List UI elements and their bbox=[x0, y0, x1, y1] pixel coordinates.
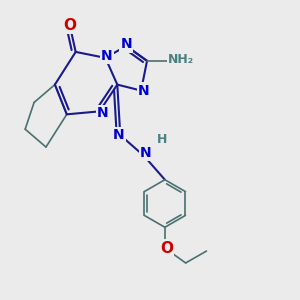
Text: N: N bbox=[120, 38, 132, 52]
Text: N: N bbox=[138, 84, 150, 98]
Text: N: N bbox=[101, 50, 113, 63]
Text: N: N bbox=[97, 106, 108, 120]
Text: O: O bbox=[160, 241, 173, 256]
Text: N: N bbox=[140, 146, 152, 160]
Text: H: H bbox=[157, 133, 167, 146]
Text: O: O bbox=[63, 18, 76, 33]
Text: NH₂: NH₂ bbox=[168, 53, 194, 66]
Text: N: N bbox=[113, 128, 124, 142]
